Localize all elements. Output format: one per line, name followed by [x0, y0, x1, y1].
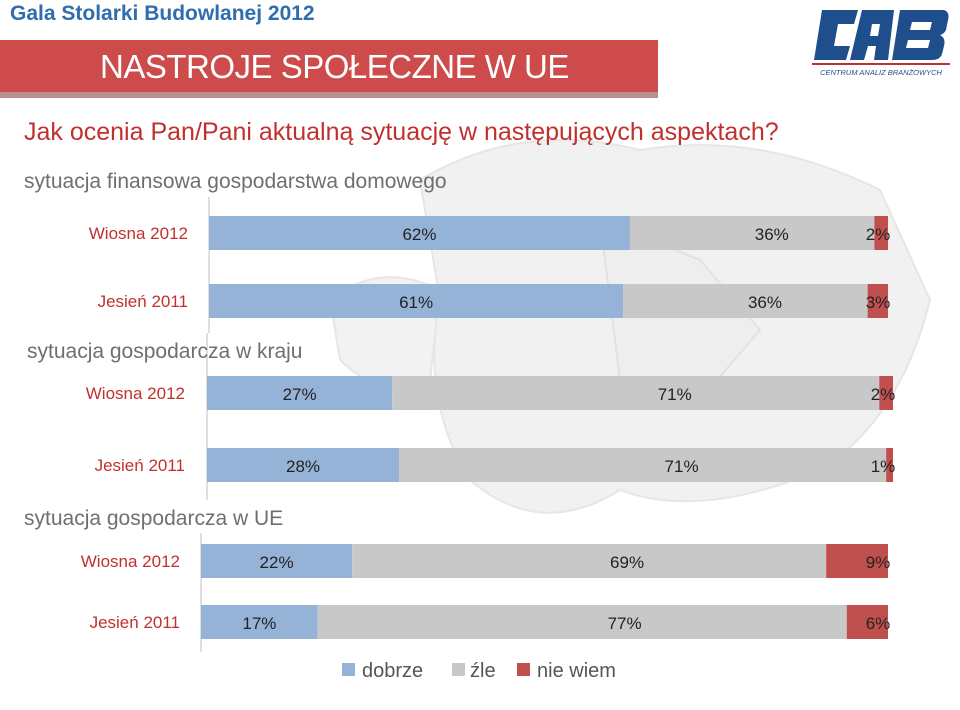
bar-segment-nie-wiem: [879, 376, 893, 410]
data-label: 6%: [866, 614, 891, 633]
cab-logo: CENTRUM ANALIZ BRANŻOWYCH: [812, 10, 950, 77]
group-title: sytuacja gospodarcza w UE: [24, 507, 283, 530]
data-label: 36%: [755, 225, 789, 244]
row-label: Jesień 2011: [95, 456, 185, 475]
data-label: 17%: [242, 614, 276, 633]
data-label: 36%: [748, 293, 782, 312]
data-label: 71%: [665, 457, 699, 476]
bar-segment-dobrze: [201, 605, 318, 639]
bar-segment-nie-wiem: [874, 216, 888, 250]
logo-mark: [814, 10, 949, 60]
bar-segment-dobrze: [209, 216, 630, 250]
row-label: Wiosna 2012: [86, 384, 185, 403]
title-band: [0, 40, 658, 92]
bar-segment-dobrze: [207, 448, 400, 482]
logo-subtitle: CENTRUM ANALIZ BRANŻOWYCH: [820, 68, 942, 77]
group-title: sytuacja gospodarcza w kraju: [27, 340, 302, 363]
data-label: 9%: [866, 553, 891, 572]
bar-segment-źle: [399, 448, 887, 482]
legend-label: dobrze: [362, 660, 423, 682]
page-title: NASTROJE SPOŁECZNE W UE: [100, 48, 569, 85]
group-title: sytuacja finansowa gospodarstwa domowego: [24, 170, 447, 193]
bar-segment-nie-wiem: [846, 605, 888, 639]
legend-swatch: [517, 663, 530, 676]
bar-segment-dobrze: [209, 284, 624, 318]
bar-segment-źle: [352, 544, 827, 578]
data-label: 77%: [608, 614, 642, 633]
bar-segment-źle: [317, 605, 847, 639]
data-label: 3%: [866, 293, 891, 312]
data-label: 2%: [871, 385, 896, 404]
row-label: Jesień 2011: [90, 613, 180, 632]
event-title: Gala Stolarki Budowlanej 2012: [10, 2, 315, 25]
bar-segment-źle: [623, 284, 868, 318]
bar-segment-dobrze: [207, 376, 393, 410]
data-label: 2%: [866, 225, 891, 244]
data-label: 22%: [260, 553, 294, 572]
row-label: Wiosna 2012: [81, 552, 180, 571]
bar-segment-źle: [629, 216, 875, 250]
legend-label: nie wiem: [537, 660, 616, 682]
bar-segment-nie-wiem: [886, 448, 893, 482]
data-label: 71%: [658, 385, 692, 404]
data-label: 1%: [871, 457, 896, 476]
data-label: 28%: [286, 457, 320, 476]
data-label: 62%: [402, 225, 436, 244]
data-label: 69%: [610, 553, 644, 572]
bar-segment-nie-wiem: [867, 284, 888, 318]
legend-label: źle: [470, 660, 496, 682]
bar-segment-dobrze: [201, 544, 353, 578]
data-label: 61%: [399, 293, 433, 312]
row-label: Wiosna 2012: [89, 224, 188, 243]
row-label: Jesień 2011: [98, 292, 188, 311]
bar-segment-źle: [392, 376, 880, 410]
survey-question: Jak ocenia Pan/Pani aktualną sytuację w …: [24, 118, 779, 146]
bar-segment-nie-wiem: [826, 544, 888, 578]
legend-swatch: [342, 663, 355, 676]
title-band-shadow: [0, 92, 658, 98]
legend-swatch: [452, 663, 465, 676]
data-label: 27%: [283, 385, 317, 404]
